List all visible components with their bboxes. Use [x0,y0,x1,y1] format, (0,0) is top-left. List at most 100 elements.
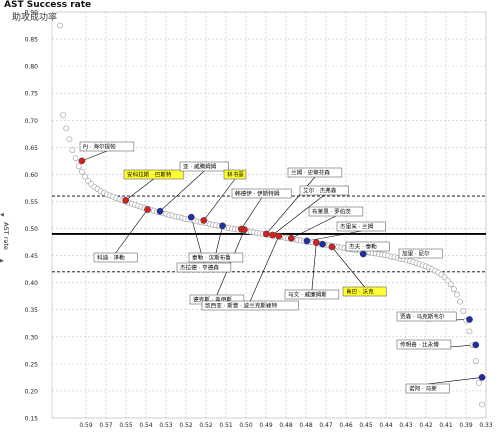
callout-leader [115,209,148,254]
data-point [460,307,467,314]
x-tick-label: 0.52 [199,422,213,429]
callout-label: 贾森 · 马克斯韦尔 [400,313,445,321]
data-point [60,111,67,118]
callout-label: 艾尔 · 杰弗森 [303,187,337,195]
callout-label: 马文 · 威廉姆斯 [288,291,327,299]
highlighted-point [287,234,295,242]
x-tick-label: 0.49 [259,422,273,429]
callout-leader [125,178,154,201]
chart-subtitle: 助攻成功率 [12,13,58,23]
x-tick-label: 0.47 [319,422,333,429]
data-point [450,286,457,293]
highlighted-point [219,222,226,230]
x-tick-label: 0.59 [79,422,93,429]
highlighted-point [144,206,151,213]
data-point [63,125,70,132]
x-tick-label: 0.51 [219,422,233,429]
callout-box [231,188,292,199]
callout-box [176,262,232,273]
data-point [66,136,73,143]
highlighted-point [262,230,270,238]
callout-box [188,252,244,263]
data-point [57,22,63,29]
callout-label: 亚 · 威腾姆姆 [183,163,217,171]
y-tick-label: 0.75 [25,91,39,98]
y-tick-label: 0.80 [25,64,39,71]
data-point [479,401,485,408]
data-points [57,22,486,408]
callout-label: 泰勒 · 汉斯布鲁 [192,254,231,262]
callout-label: 林书豪 [227,171,244,179]
highlighted-point [269,231,276,239]
x-tick-label: 0.46 [339,422,353,429]
highlighted-point [328,243,336,251]
callout-label: 韩德伊 · 伊斯特姆 [235,190,280,198]
callout-leader [249,235,280,302]
callout-box [223,169,247,180]
callout-label: 安科拉斯 · 巴斯特 [127,171,172,179]
callout-leader [266,176,316,235]
y-tick-label: 0.40 [25,280,39,287]
callout-leader [159,170,205,212]
callout-box [396,311,457,322]
callout-leader [241,197,262,230]
x-tick-label: 0.39 [459,422,473,429]
callout-label: 兰姆 · 史蒂芬森 [291,169,330,177]
x-tick-label: 0.33 [479,422,493,429]
callout-box [79,141,135,152]
callout-leader [203,178,236,221]
highlighted-point [466,316,473,323]
y-tick-label: 0.85 [25,37,39,44]
callout-label: PJ · 海尔提帕 [83,143,116,151]
callout-label: 加里 · 尼尔 [402,250,430,258]
data-point [472,358,479,365]
highlighted-point [241,226,248,233]
x-tick-label: 0.44 [379,422,393,429]
y-tick-label: 0.25 [25,361,39,368]
callout-leader [331,246,365,288]
data-point [447,281,454,288]
callout-leader [311,242,317,291]
y-tick-label: 0.55 [25,199,39,206]
x-tick-labels: 0.59 0.57 0.55 0.54 0.53 0.52 0.52 0.51 0.50 0.49… [79,422,493,429]
highlighted-point [472,341,480,349]
highlighted-point [78,157,86,165]
callout-box [345,241,390,252]
callout-leader [216,229,245,296]
y-tick-labels: 0.15 0.20 0.25 0.30 0.35 0.40 0.45 0.50 0.55 0.60… [25,10,39,423]
callout-box [308,206,364,217]
callout-leader [291,215,337,239]
callout-box [123,169,184,180]
scroll-right-arrow-icon[interactable]: ▶ [0,258,4,264]
x-tick-label: 0.55 [119,422,133,429]
callout-label: 科迪 · 泽勒 [97,254,125,262]
data-point [444,277,451,284]
y-tick-label: 0.45 [25,253,39,260]
y-tick-label: 0.90 [25,10,39,17]
highlighted-point [319,240,326,248]
data-point [78,168,85,175]
x-tick-label: 0.43 [399,422,413,429]
callout-box [398,248,443,259]
data-point [475,379,482,386]
callout-leader [427,377,483,385]
callout-box [287,167,343,178]
callout-leader [306,230,362,242]
scroll-left-arrow-icon[interactable]: ◀ [0,212,4,218]
callout-box [336,221,386,232]
highlighted-point [312,239,320,246]
highlighted-point [275,232,283,240]
highlighted-point [200,217,208,224]
y-tick-label: 0.60 [25,172,39,179]
data-point [75,163,82,170]
x-tick-label: 0.53 [159,422,173,429]
data-point [82,173,88,180]
callout-label: 杰里米 · 兰姆 [340,223,374,231]
y-tick-label: 0.50 [25,226,39,233]
highlighted-point [478,374,486,381]
callout-label: 杰夫 · 泰勒 [349,243,377,251]
y-tick-label: 0.20 [25,388,39,395]
callout-box [342,286,387,297]
x-tick-label: 0.52 [179,422,193,429]
